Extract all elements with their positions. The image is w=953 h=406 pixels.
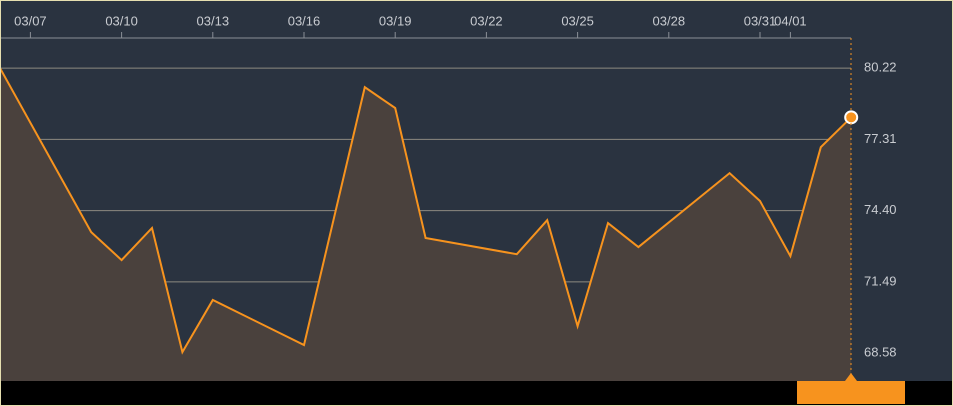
tooltip-arrow [845,373,857,381]
x-tick-label: 03/19 [379,13,412,28]
y-tick-label: 71.49 [864,273,897,288]
x-tick-label: 03/28 [653,13,686,28]
y-tick-label: 80.22 [864,60,897,75]
area [0,68,852,381]
x-tick-label: 04/01 [774,13,807,28]
tooltip-box [797,381,905,404]
x-tick-label: 03/10 [105,13,138,28]
x-tick-label: 03/07 [14,13,47,28]
y-tick-label: 74.40 [864,202,897,217]
x-tick-label: 03/16 [288,13,321,28]
y-tick-label: 77.31 [864,131,897,146]
x-tick-label: 03/25 [561,13,594,28]
line [0,67,852,355]
x-tick-label: 03/13 [197,13,230,28]
x-tick-label: 03/31 [744,13,777,28]
footer-bar [0,381,953,406]
y-tick-label: 68.58 [864,345,897,360]
x-tick-label: 03/22 [470,13,503,28]
labels: 68.58 71.49 74.40 77.31 80.22 03/07 03/10 03/13… [14,13,897,399]
